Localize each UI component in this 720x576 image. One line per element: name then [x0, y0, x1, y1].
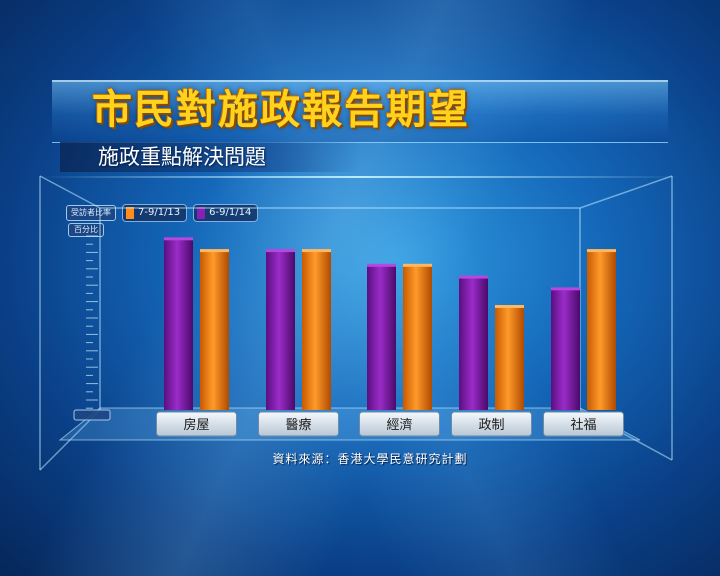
- y-axis-ticks: [86, 235, 98, 409]
- bar-3-1: [495, 307, 524, 410]
- bar-4-1: [587, 251, 616, 410]
- bar-group: [164, 237, 616, 410]
- category-label-box: [156, 411, 237, 437]
- bar-cap-0-0: [164, 237, 193, 241]
- bar-cap-0-1: [200, 249, 229, 253]
- bar-cap-3-0: [459, 275, 488, 279]
- category-label-box: [543, 411, 624, 437]
- bar-cap-2-1: [403, 263, 432, 267]
- bar-0-0: [164, 239, 193, 410]
- bar-1-0: [266, 251, 295, 410]
- page-subtitle: 施政重點解決問題: [98, 145, 266, 169]
- bar-cap-1-0: [266, 249, 295, 253]
- bar-3-0: [459, 277, 488, 410]
- bar-4-0: [551, 289, 580, 410]
- bar-0-1: [200, 251, 229, 410]
- frame-top-line: [39, 175, 673, 209]
- bar-cap-4-0: [551, 287, 580, 291]
- category-label-box: [359, 411, 440, 437]
- legend-swatch-2013: [126, 207, 134, 219]
- bar-cap-1-1: [302, 249, 331, 253]
- bar-2-1: [403, 265, 432, 410]
- frame-front-verticals: [39, 176, 673, 470]
- bar-1-1: [302, 251, 331, 410]
- page-title: 市民對施政報告期望: [92, 87, 470, 133]
- category-label-box: [451, 411, 532, 437]
- category-label: 房屋: [183, 417, 209, 433]
- category-label: 醫療: [285, 418, 311, 433]
- category-label: 經濟: [386, 417, 412, 433]
- category-label-box: [258, 411, 339, 437]
- glow-divider: [40, 176, 680, 178]
- category-label: 政制: [478, 418, 504, 433]
- title-panel: [52, 80, 668, 143]
- source-note: 資料來源：香港大學民意研究計劃: [272, 452, 468, 466]
- subtitle-bar: [60, 142, 360, 172]
- unit-tag: 百分比: [68, 223, 104, 237]
- legend-label-2014: 6-9/1/14: [209, 207, 252, 218]
- zero-tag: [73, 409, 111, 421]
- bar-2-0: [367, 265, 396, 410]
- category-label: 社福: [570, 417, 596, 433]
- bar-cap-2-0: [367, 263, 396, 267]
- bar-cap-4-1: [587, 249, 616, 253]
- legend-tag: 受訪者比率: [66, 205, 116, 221]
- legend-label-2013: 7-9/1/13: [138, 207, 181, 218]
- category-labels: 房屋 醫療 經濟 政制 社福: [156, 411, 624, 437]
- legend-swatch-2014: [197, 207, 206, 219]
- bar-cap-3-1: [495, 305, 524, 308]
